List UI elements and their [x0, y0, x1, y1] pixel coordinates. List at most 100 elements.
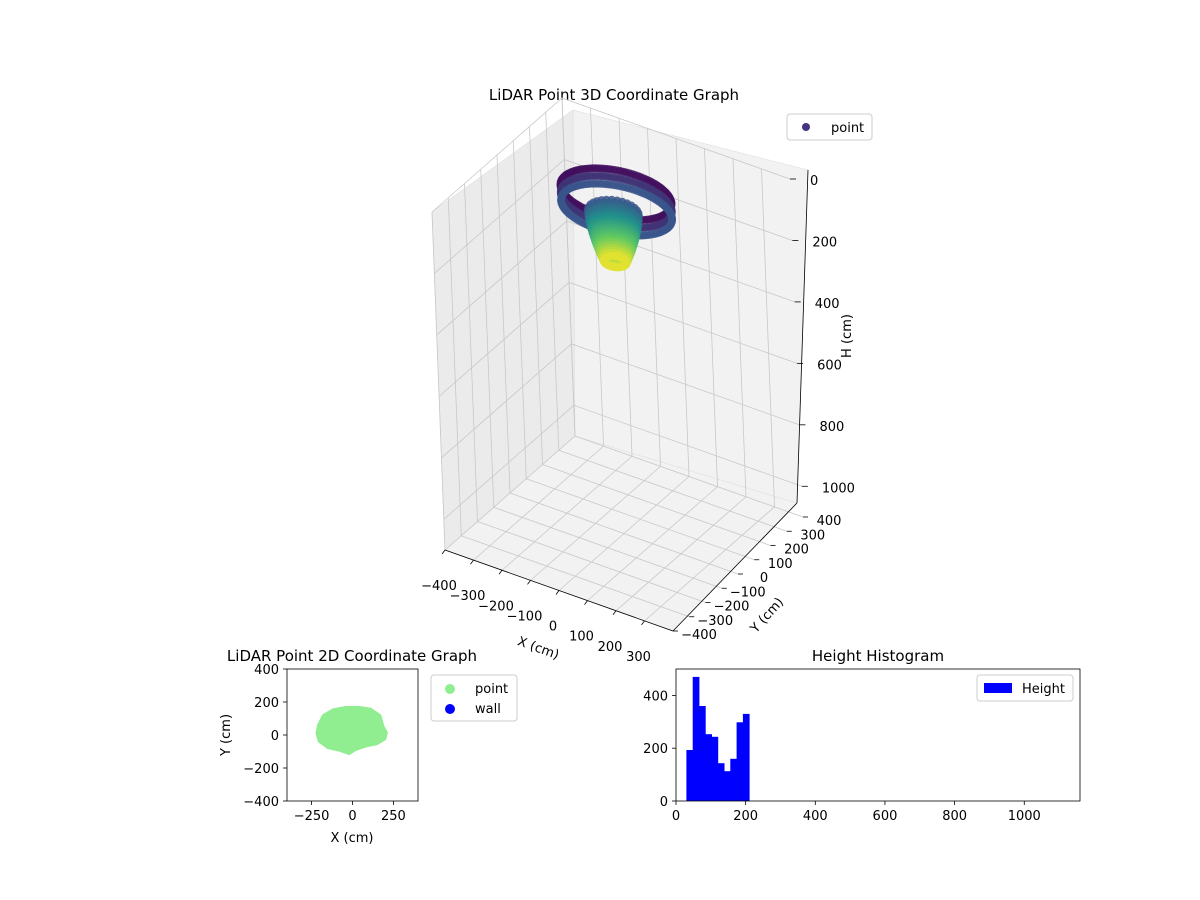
plot-2d-legend-label-point: point: [475, 682, 508, 697]
histogram-bar: [711, 736, 719, 801]
plot-2d-y-tick-label: 400: [254, 663, 279, 678]
plot-3d-y-tick-label: 400: [817, 514, 842, 529]
plot-2d-y-axis-label: Y (cm): [219, 714, 234, 757]
histogram-x-tick-label: 800: [942, 809, 967, 824]
plot-3d-gridline-z: [436, 220, 795, 336]
plot-3d-legend-box: [786, 113, 873, 141]
plot-3d-left-gridline-y: [561, 97, 576, 437]
plot-3d-gridline-z: [438, 281, 798, 397]
plot-3d-x-tick-label: 0: [549, 620, 557, 635]
plot-3d-title: LiDAR Point 3D Coordinate Graph: [489, 86, 739, 104]
histogram-ticks: 0 200 400 600 800 1000 0 200 400: [643, 689, 1041, 824]
plot-3d-x-tick-label: −400: [421, 579, 457, 594]
plot-2d-points: [315, 706, 388, 755]
plot-3d-ticks: −400−300−200−1000100200300−400−300−200−1…: [421, 174, 855, 665]
histogram-x-tick-label: 1000: [1008, 809, 1041, 824]
plot-2d-ticks: −250 0 250 −400 −200 0 200 400: [243, 663, 406, 824]
plot-3d-z-tick-label: 0: [810, 174, 818, 189]
plot-3d-floor-gridline-y: [461, 535, 690, 618]
plot-3d-x-tick-label: 100: [569, 630, 594, 645]
plot-histogram: Height Histogram 0 200 400 600 800 1000 0 200 40…: [643, 647, 1081, 824]
histogram-legend: Height: [976, 674, 1074, 702]
plot-3d-gridline-z: [443, 404, 802, 520]
plot-3d-x-tick: [584, 600, 588, 605]
histogram-legend-box: [976, 674, 1074, 702]
plot-3d-floor-gridline-y: [574, 435, 804, 518]
plot-3d-x-tick: [498, 570, 503, 575]
plot-3d-y-axis-line: [672, 502, 798, 632]
plot-3d-back-gridline-x: [675, 138, 690, 477]
plot-3d-floor-gridline-y: [509, 492, 739, 575]
plot-3d-left-gridline-y: [529, 126, 543, 465]
plot-3d-gridline-z: [441, 343, 800, 459]
histogram-frame-border: [675, 668, 1081, 802]
histogram-bar: [742, 713, 750, 801]
plot-3d-y-tick-label: 300: [800, 528, 825, 543]
plot-3d-floor-gridline-y: [493, 506, 722, 589]
plot-2d-y-tick-label: 200: [254, 696, 279, 711]
histogram-bar: [730, 758, 737, 801]
histogram-x-tick-label: 600: [873, 809, 898, 824]
plot-3d: LiDAR Point 3D Coordinate Graph −400−300…: [421, 86, 873, 665]
plot-2d-legend-label-wall: wall: [475, 702, 501, 717]
plot-3d-floor-gridline-y: [542, 464, 771, 546]
histogram-x-tick-label: 0: [672, 809, 680, 824]
histogram-y-tick-label: 400: [643, 689, 668, 704]
plot-3d-z-tick-label: 400: [815, 297, 840, 312]
plot-3d-z-tick-label: 200: [812, 235, 837, 250]
plot-3d-left-gridline-y: [512, 140, 527, 479]
plot-3d-point: [620, 262, 629, 271]
histogram-bar: [736, 722, 744, 801]
plot-3d-left-gridline-y: [496, 154, 511, 494]
plot-3d-x-tick-label: −100: [507, 609, 543, 624]
plot-3d-floor-gridline-y: [526, 478, 755, 561]
histogram-bar: [724, 771, 731, 801]
plot-3d-z-axis-label: H (cm): [840, 314, 855, 358]
plot-3d-legend-label: point: [831, 121, 864, 136]
histogram-legend-label: Height: [1022, 682, 1065, 697]
plot-3d-back-gridline-x: [732, 158, 747, 497]
plot-3d-x-axis-label: X (cm): [515, 634, 561, 663]
plot-3d-y-tick-label: 100: [768, 557, 793, 572]
plot-3d-x-tick-label: −300: [450, 589, 486, 604]
plot-2d-x-tick-label: 0: [348, 809, 356, 824]
histogram-legend-swatch: [984, 683, 1012, 693]
plot-3d-x-tick: [555, 590, 560, 595]
histogram-bar: [699, 706, 706, 801]
plot-2d: LiDAR Point 2D Coordinate Graph −250 0 250…: [219, 647, 518, 846]
plot-2d-y-tick-label: −200: [243, 762, 279, 777]
plot-3d-points: [556, 164, 677, 272]
histogram-bar: [692, 676, 700, 801]
plot-3d-y-tick-label: −200: [714, 600, 750, 615]
plot-3d-x-tick: [641, 620, 645, 626]
plot-3d-x-tick: [527, 580, 531, 585]
plot-3d-back-gridline-x: [704, 148, 718, 487]
plot-3d-x-tick: [612, 610, 617, 615]
plot-3d-y-tick-label: −400: [681, 628, 717, 643]
plot-3d-left-gridline-y: [431, 211, 446, 551]
plot-3d-gridline-z: [431, 97, 791, 213]
plot-3d-gridline-z: [434, 158, 793, 274]
plot-3d-x-tick-label: 200: [598, 640, 623, 655]
plot-3d-y-tick-label: −300: [697, 614, 733, 629]
histogram-y-tick-label: 200: [643, 742, 668, 757]
histogram-bar: [686, 750, 694, 801]
plot-3d-x-tick: [470, 559, 474, 565]
plot-3d-back-gridline-x: [761, 168, 775, 507]
plot-3d-x-tick: [441, 549, 446, 555]
plot-2d-legend-marker-point: [445, 684, 455, 694]
plot-3d-left-gridline-y: [480, 169, 495, 508]
plot-3d-y-axis-label: Y (cm): [747, 595, 787, 637]
plot-3d-floor-gridline-y: [477, 521, 706, 603]
plot-3d-x-tick-label: −200: [478, 599, 514, 614]
plot-2d-legend: point wall: [430, 674, 518, 722]
plot-3d-point: [662, 224, 671, 233]
plot-2d-x-axis-label: X (cm): [331, 831, 374, 846]
histogram-bar: [705, 734, 712, 801]
plot-2d-legend-marker-wall: [445, 704, 455, 714]
plot-3d-left-gridline-y: [464, 183, 478, 522]
plot-3d-left-gridline-y: [545, 112, 560, 451]
plot-3d-z-tick-label: 1000: [822, 481, 855, 496]
histogram-x-tick-label: 200: [733, 809, 758, 824]
